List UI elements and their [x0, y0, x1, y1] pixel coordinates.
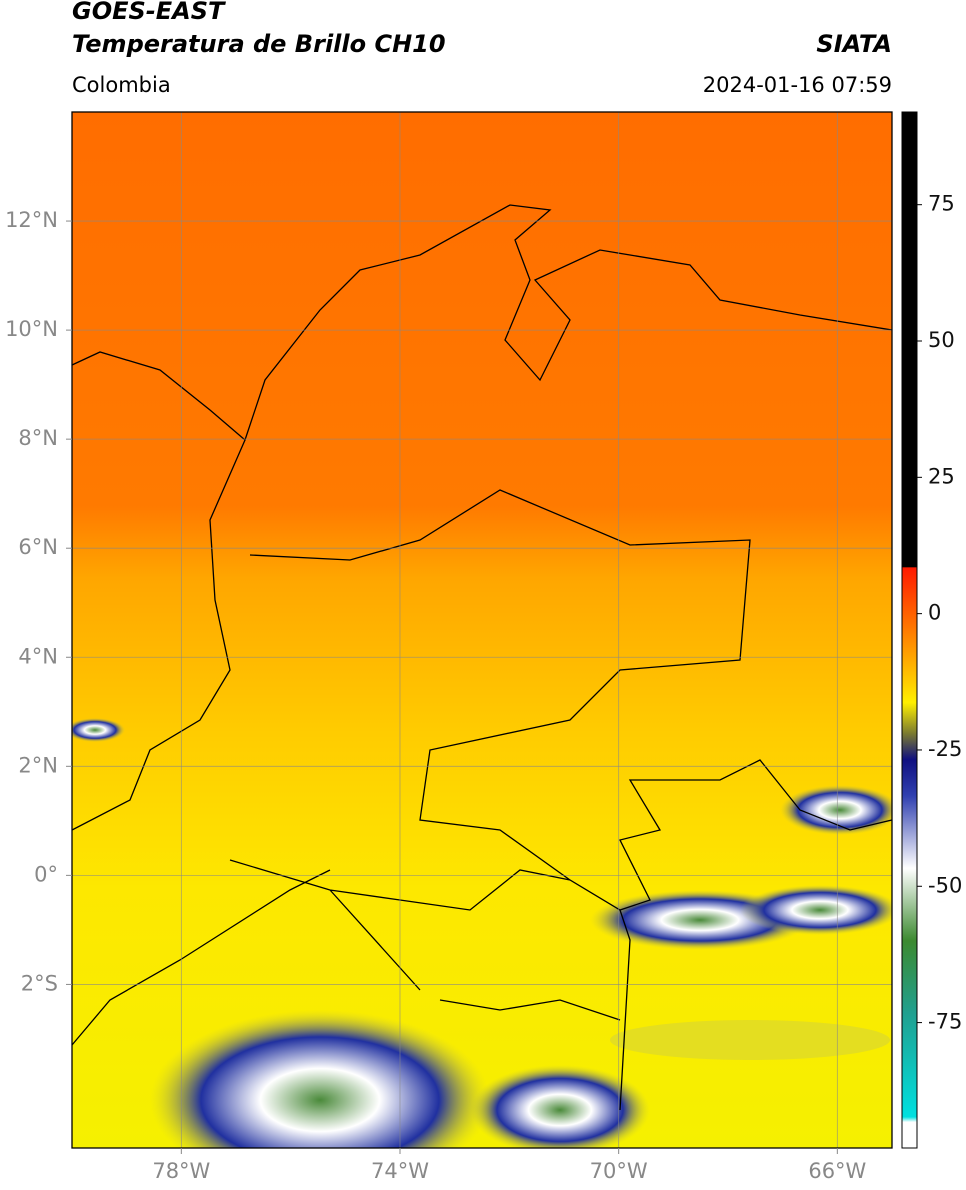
colorbar-label: 0 [928, 601, 941, 625]
lon-label: 66°W [808, 1159, 866, 1183]
colorbar-label: -25 [928, 737, 962, 761]
timestamp: 2024-01-16 07:59 [703, 73, 892, 97]
lon-label: 78°W [152, 1159, 210, 1183]
lat-label: 12°N [5, 208, 58, 232]
lat-label: 8°N [18, 426, 58, 450]
lat-label: 10°N [5, 317, 58, 341]
imagery [72, 112, 892, 1148]
subtitle: Temperatura de Brillo CH10 [72, 30, 446, 58]
lat-label: 2°N [18, 753, 58, 777]
lat-label: 2°S [21, 971, 58, 995]
lat-label: 4°N [18, 644, 58, 668]
colorbar [901, 111, 918, 1149]
colorbar-label: 75 [928, 192, 955, 216]
lon-label: 70°W [590, 1159, 648, 1183]
colorbar-label: -75 [928, 1010, 962, 1034]
region: Colombia [72, 73, 171, 97]
source: SIATA [816, 30, 892, 58]
map-frame [71, 111, 893, 1149]
lat-label: 0° [34, 862, 58, 886]
lat-label: 6°N [18, 535, 58, 559]
lon-label: 74°W [371, 1159, 429, 1183]
graticule [72, 112, 892, 1148]
colorbar-label: -50 [928, 873, 962, 897]
colorbar-label: 25 [928, 464, 955, 488]
title: GOES-EAST [72, 0, 226, 25]
colorbar-label: 50 [928, 328, 955, 352]
